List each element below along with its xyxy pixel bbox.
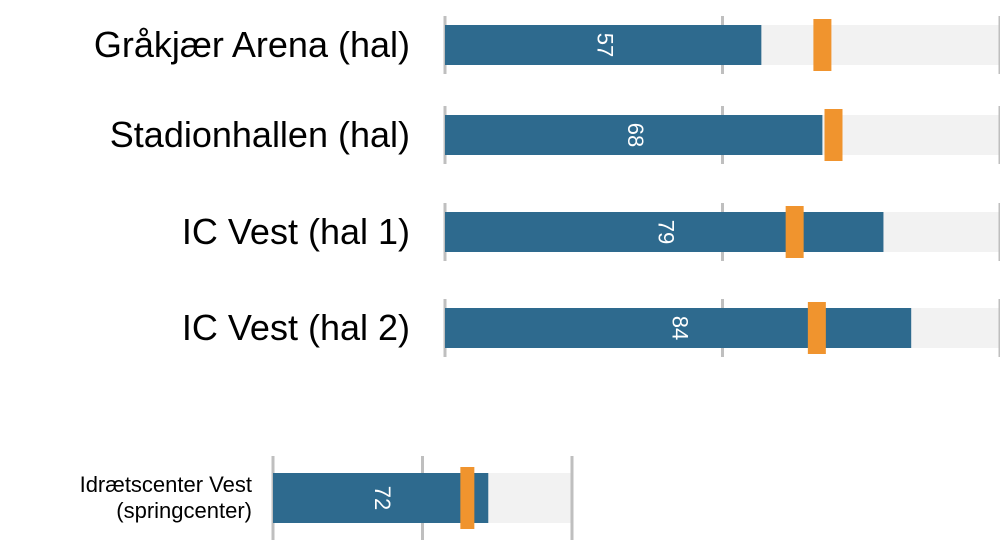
category-label: Stadionhallen (hal) (109, 114, 410, 156)
target-marker (807, 302, 826, 354)
category-label: Gråkjær Arena (hal) (93, 24, 410, 66)
value-label: 72 (370, 486, 395, 510)
category-label: IC Vest (hal 1) (181, 211, 410, 253)
target-marker (824, 109, 843, 161)
bar (445, 308, 912, 348)
value-label: 68 (623, 123, 648, 147)
bar (445, 115, 823, 155)
category-label: IC Vest (hal 2) (181, 307, 410, 349)
bar (445, 25, 762, 65)
target-marker (460, 467, 475, 529)
bar (445, 212, 884, 252)
target-marker (785, 206, 804, 258)
value-label: 57 (592, 33, 617, 57)
category-label: Idrætscenter Vest (springcenter) (79, 471, 252, 523)
target-marker (813, 19, 832, 71)
bar (273, 473, 489, 523)
value-label: 79 (653, 220, 678, 244)
value-label: 84 (667, 316, 692, 340)
